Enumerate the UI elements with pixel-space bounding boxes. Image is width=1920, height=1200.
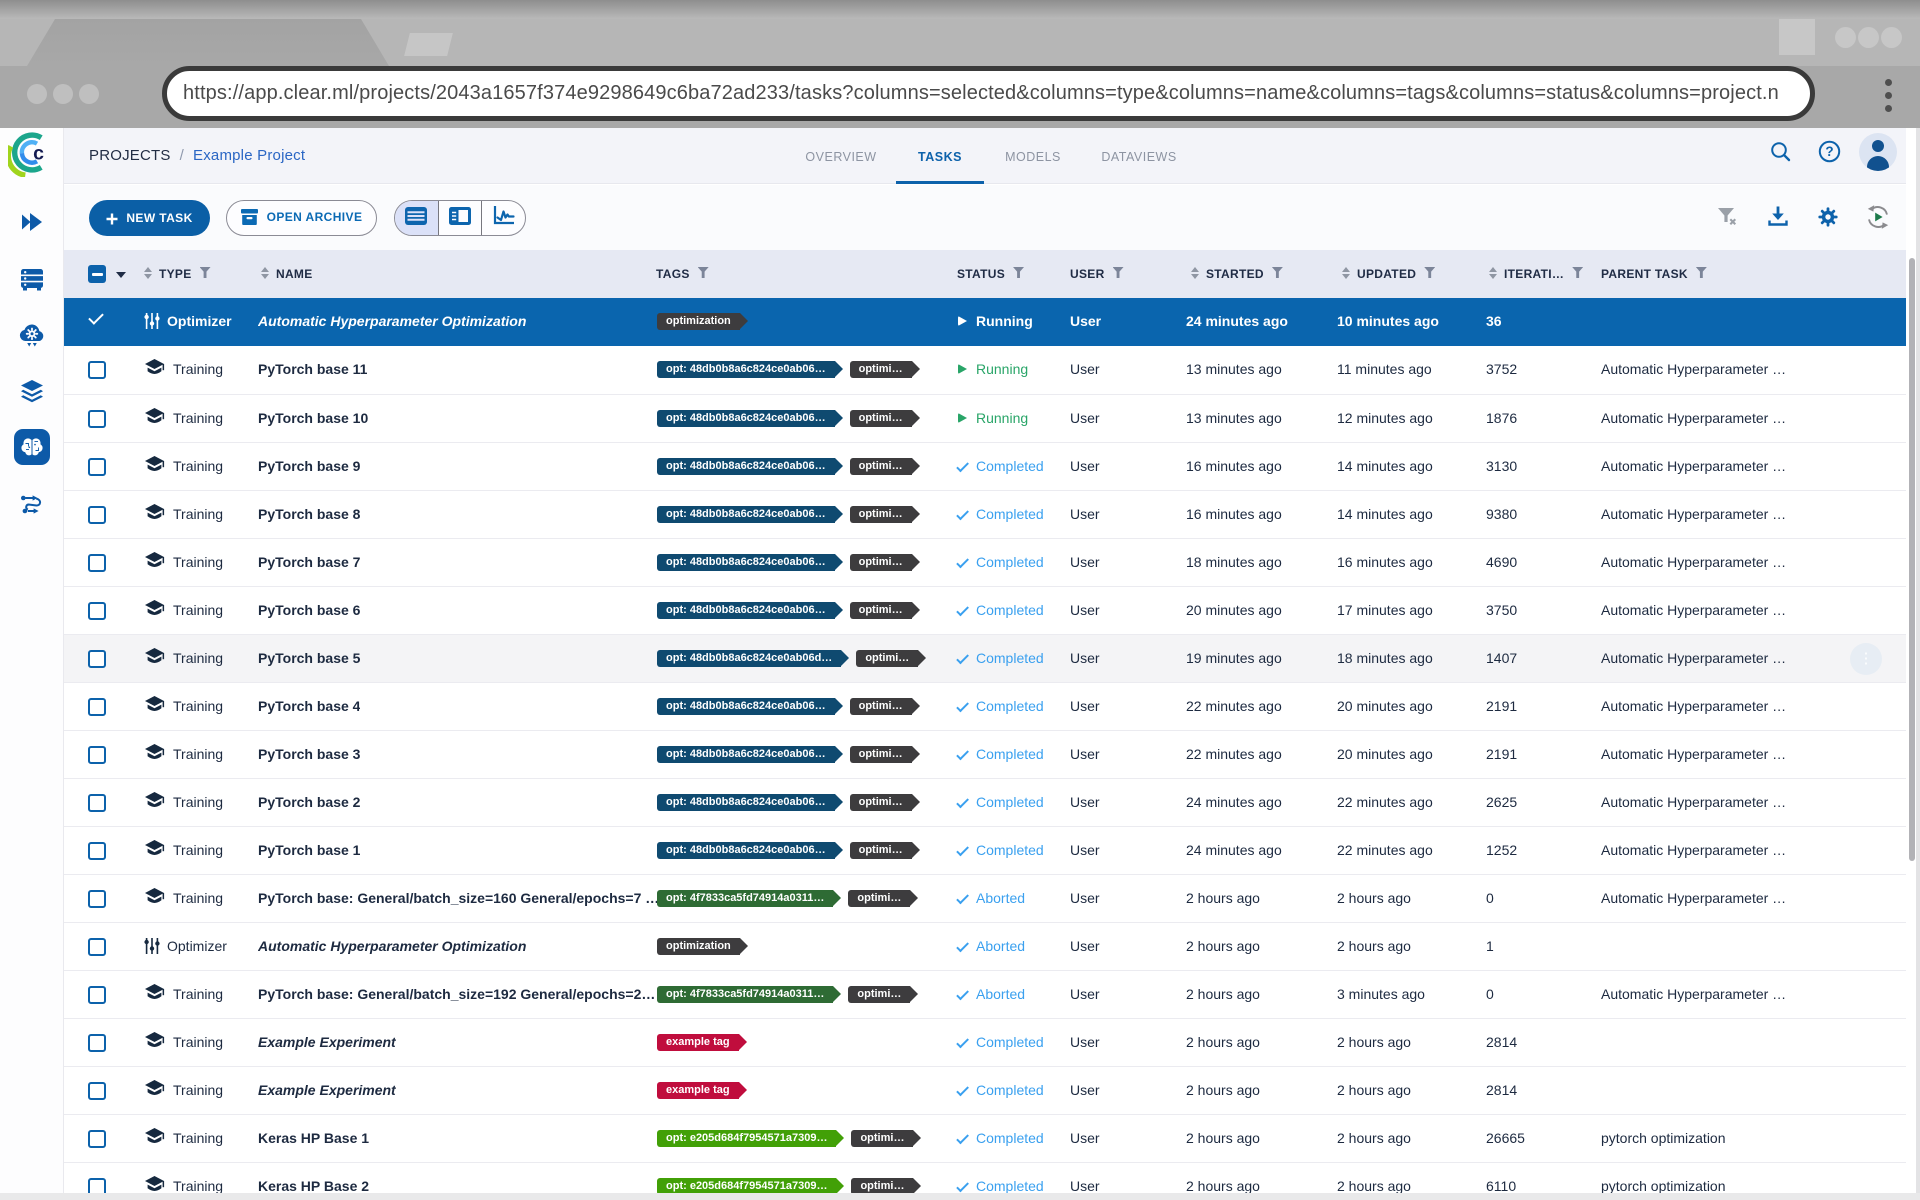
svg-text:c: c — [33, 143, 44, 165]
svg-text:?: ? — [1825, 144, 1833, 159]
